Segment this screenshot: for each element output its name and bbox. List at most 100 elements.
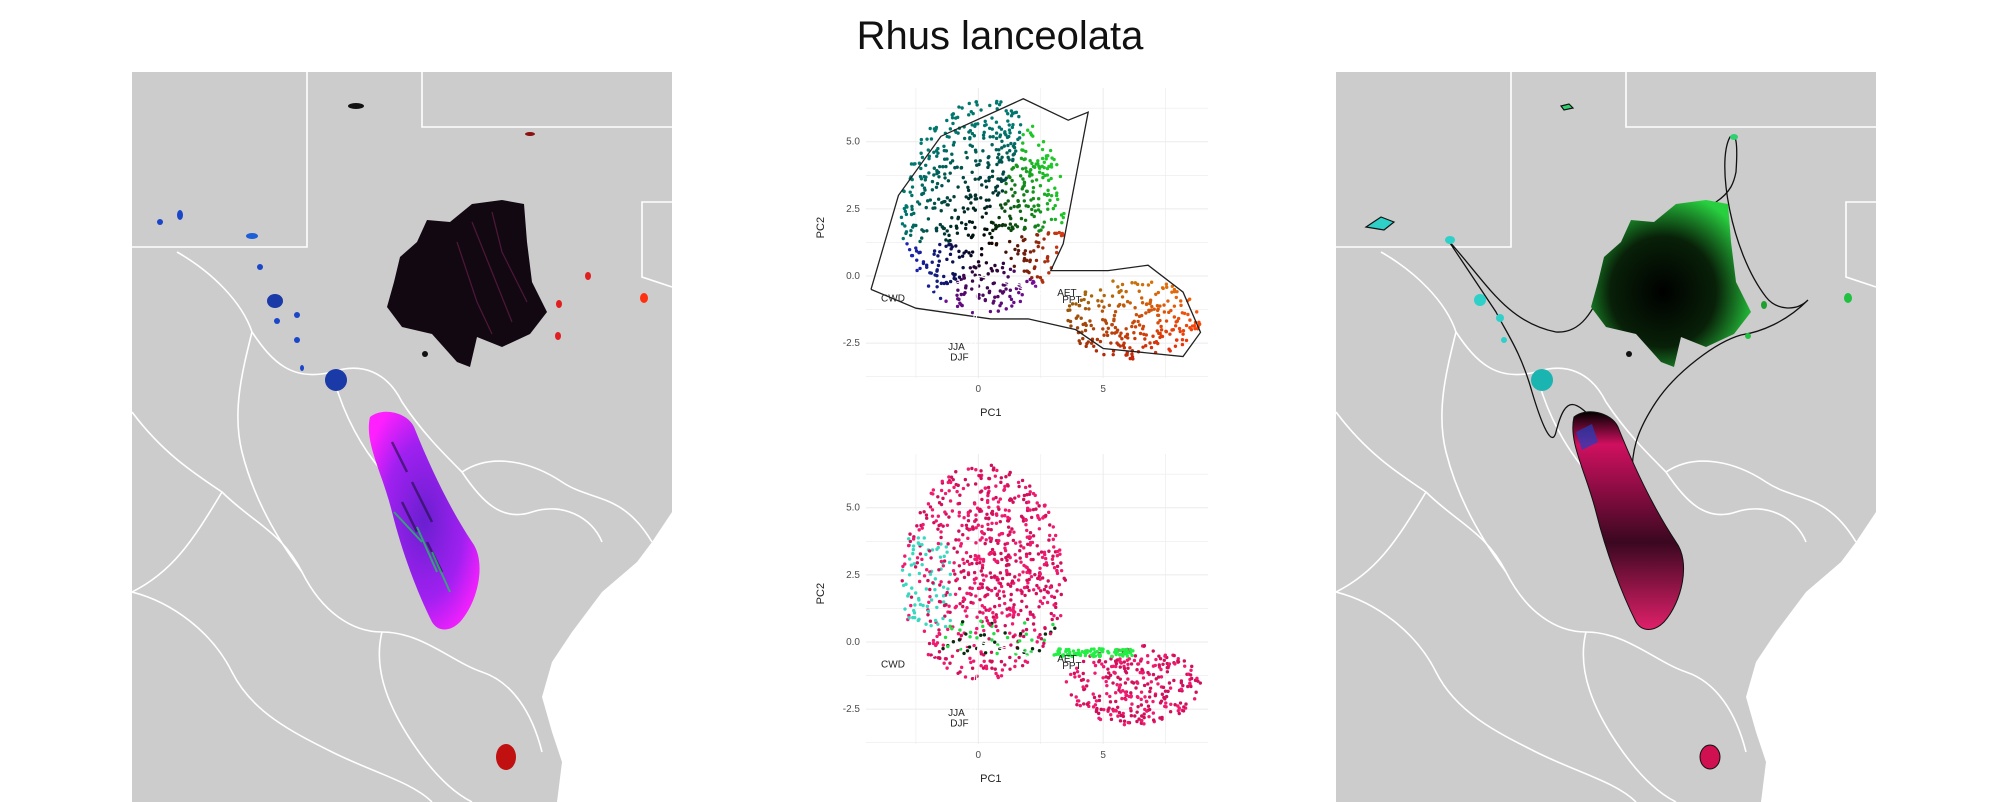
data-point: [1162, 303, 1165, 306]
data-point: [1093, 671, 1096, 674]
data-point: [924, 553, 927, 556]
data-point: [944, 492, 947, 495]
data-point: [906, 594, 909, 597]
data-point: [1098, 694, 1101, 697]
data-point: [961, 620, 964, 623]
data-point: [1161, 287, 1164, 290]
data-point: [1006, 275, 1009, 278]
data-point: [951, 122, 954, 125]
data-point: [1013, 183, 1016, 186]
outlier-dot: [585, 272, 591, 280]
data-point: [1150, 346, 1153, 349]
data-point: [1007, 226, 1010, 229]
data-point: [999, 582, 1002, 585]
data-point: [1023, 227, 1026, 230]
data-point: [932, 488, 935, 491]
data-point: [918, 202, 921, 205]
data-point: [985, 667, 988, 670]
vector-label: DJF: [950, 353, 968, 364]
data-point: [1010, 179, 1013, 182]
data-point: [974, 197, 977, 200]
data-point: [1004, 475, 1007, 478]
data-point: [1179, 299, 1182, 302]
data-point: [916, 561, 919, 564]
data-point: [1165, 286, 1168, 289]
data-point: [1022, 498, 1025, 501]
data-point: [1124, 648, 1127, 651]
data-point: [1087, 301, 1090, 304]
data-point: [914, 246, 917, 249]
data-point: [1032, 588, 1035, 591]
data-point: [973, 502, 976, 505]
data-point: [962, 516, 965, 519]
data-point: [971, 270, 974, 273]
data-point: [952, 277, 955, 280]
data-point: [1036, 275, 1039, 278]
data-point: [1017, 494, 1020, 497]
data-point: [920, 236, 923, 239]
data-point: [996, 269, 999, 272]
data-point: [1011, 501, 1014, 504]
data-point: [1008, 149, 1011, 152]
data-point: [919, 142, 922, 145]
data-point: [1043, 220, 1046, 223]
data-point: [962, 487, 965, 490]
data-point: [1044, 585, 1047, 588]
data-point: [950, 476, 953, 479]
data-point: [1037, 552, 1040, 555]
data-point: [922, 260, 925, 263]
data-point: [919, 552, 922, 555]
data-point: [1033, 265, 1036, 268]
data-point: [910, 208, 913, 211]
data-point: [1111, 681, 1114, 684]
grid: [866, 88, 1208, 378]
data-point: [952, 143, 955, 146]
data-point: [1012, 635, 1015, 638]
data-point: [981, 604, 984, 607]
data-point: [999, 552, 1002, 555]
data-point: [1023, 252, 1026, 255]
left-map: [132, 72, 672, 802]
x-tick-label: 0: [976, 384, 982, 395]
data-point: [943, 555, 946, 558]
data-point: [943, 559, 946, 562]
data-point: [1036, 501, 1039, 504]
data-point: [1191, 324, 1194, 327]
data-point: [1120, 337, 1123, 340]
data-point: [920, 558, 923, 561]
data-point: [910, 162, 913, 165]
data-point: [980, 247, 983, 250]
data-point: [947, 481, 950, 484]
data-point: [945, 149, 948, 152]
data-point: [1190, 677, 1193, 680]
data-point: [1064, 650, 1067, 653]
data-point: [1005, 151, 1008, 154]
data-point: [965, 156, 968, 159]
y-tick-label: 5.0: [846, 137, 860, 148]
data-point: [987, 517, 990, 520]
data-point: [1031, 125, 1034, 128]
data-point: [1002, 170, 1005, 173]
data-point: [1066, 309, 1069, 312]
data-point: [942, 643, 945, 646]
data-point: [974, 178, 977, 181]
data-point: [1016, 244, 1019, 247]
data-point: [1026, 536, 1029, 539]
data-point: [992, 632, 995, 635]
data-point: [961, 558, 964, 561]
data-point: [922, 510, 925, 513]
data-point: [1055, 163, 1058, 166]
data-point: [908, 557, 911, 560]
data-point: [974, 513, 977, 516]
data-point: [957, 538, 960, 541]
outlier-dot: [1445, 236, 1455, 244]
data-point: [1043, 504, 1046, 507]
data-point: [1003, 131, 1006, 134]
data-point: [1102, 353, 1105, 356]
data-point: [925, 206, 928, 209]
data-point: [922, 192, 925, 195]
data-point: [1128, 346, 1131, 349]
data-point: [1015, 111, 1018, 114]
data-point: [1025, 555, 1028, 558]
